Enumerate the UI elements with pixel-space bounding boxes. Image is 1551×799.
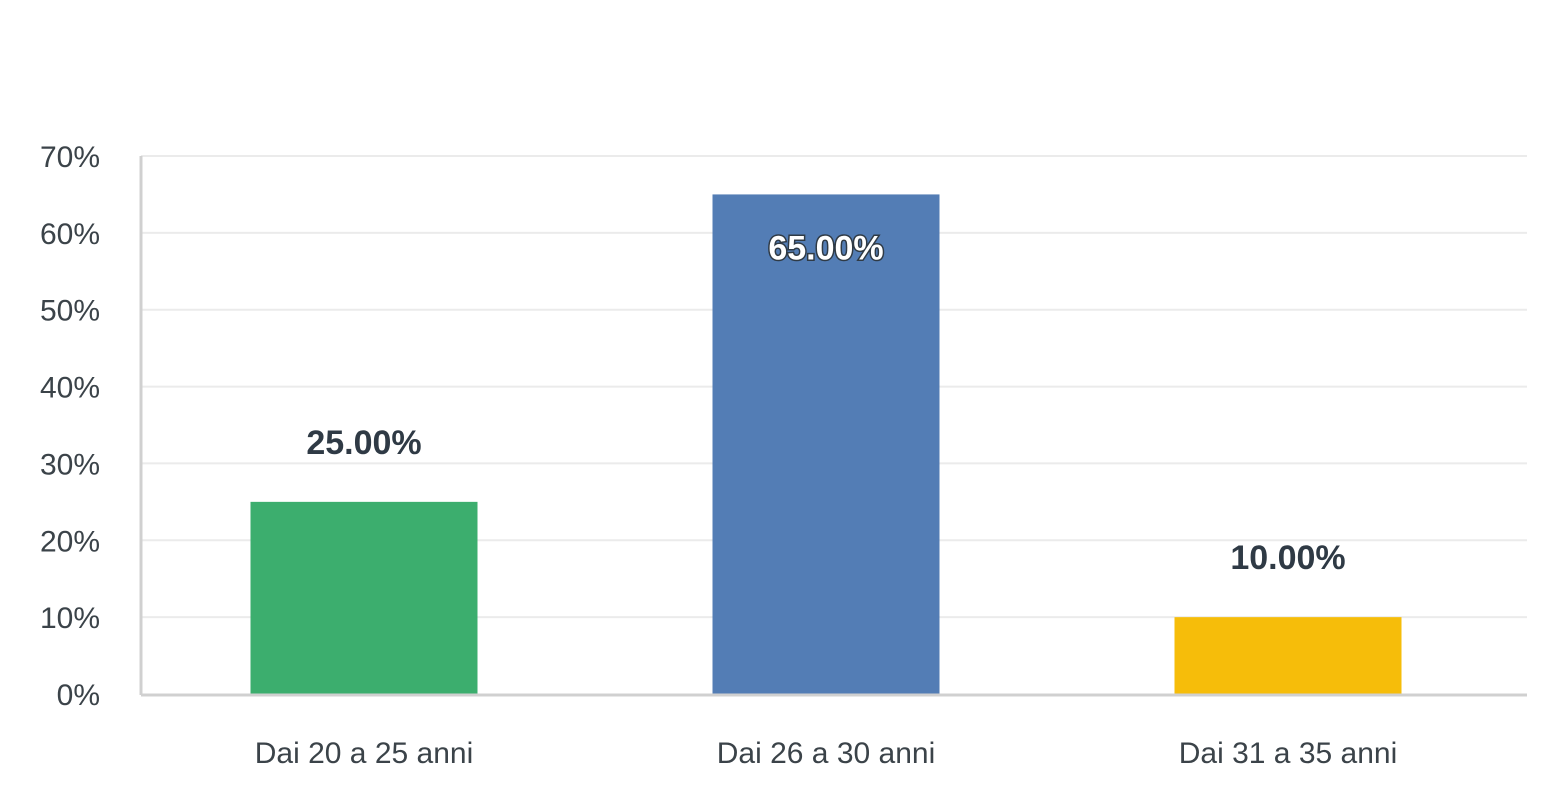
x-axis-categories: Dai 20 a 25 anni Dai 26 a 30 anni Dai 31 a… — [255, 737, 1398, 770]
bar — [250, 501, 478, 694]
bar-data-label: 10.00% — [1230, 539, 1345, 577]
y-tick-label: 20% — [40, 525, 100, 558]
x-category-label: Dai 26 a 30 anni — [717, 737, 936, 770]
bar — [712, 194, 940, 694]
y-tick-label: 0% — [57, 679, 100, 712]
y-tick-label: 30% — [40, 448, 100, 481]
bar — [1174, 617, 1402, 694]
bars — [250, 194, 1402, 694]
y-tick-label: 50% — [40, 295, 100, 328]
data-labels: 25.00% 65.00% 10.00% — [306, 228, 1345, 577]
y-axis-ticks: 0% 10% 20% 30% 40% 50% 60% 70% — [40, 141, 100, 712]
bar-data-label: 65.00% — [768, 229, 883, 267]
y-tick-label: 70% — [40, 141, 100, 174]
x-category-label: Dai 31 a 35 anni — [1179, 737, 1398, 770]
y-tick-label: 40% — [40, 372, 100, 405]
y-tick-label: 60% — [40, 218, 100, 251]
bar-data-label: 25.00% — [306, 424, 421, 462]
x-category-label: Dai 20 a 25 anni — [255, 737, 474, 770]
y-tick-label: 10% — [40, 602, 100, 635]
